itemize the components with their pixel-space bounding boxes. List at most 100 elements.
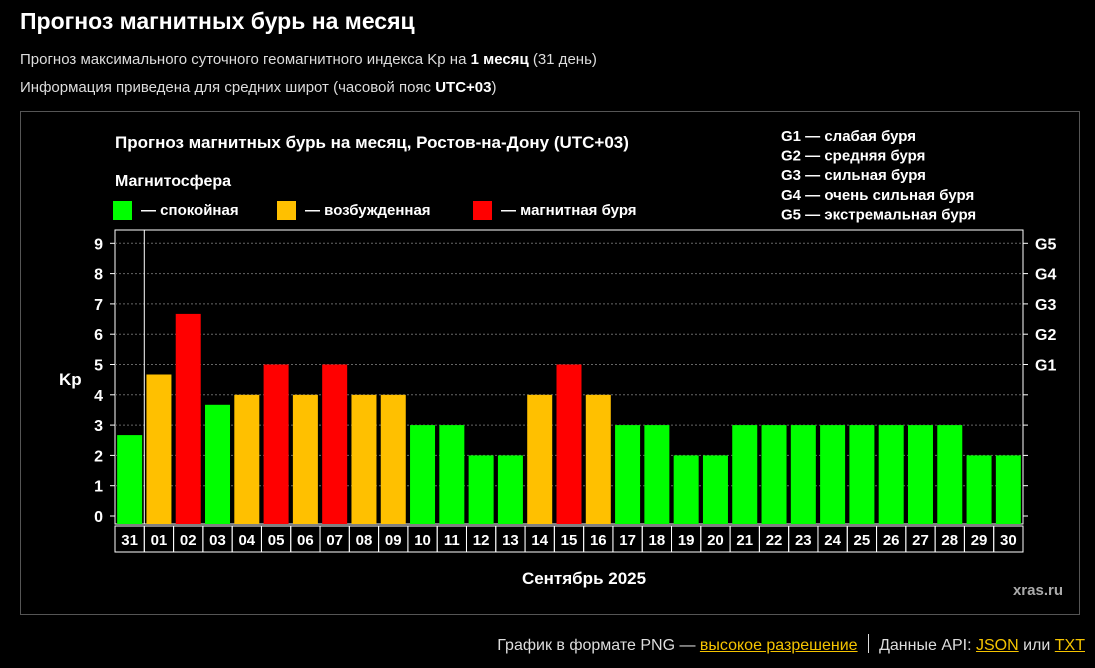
- x-tick-label-15: 15: [561, 532, 578, 549]
- page-title: Прогноз магнитных бурь на месяц: [20, 8, 415, 34]
- bar-07: [322, 364, 348, 524]
- latitude-info-end: ): [491, 79, 497, 96]
- x-tick-label-11: 11: [444, 532, 460, 549]
- g-scale-label-g5: G5: [1035, 236, 1056, 253]
- x-tick-label-13: 13: [502, 532, 519, 549]
- chart-title: Прогноз магнитных бурь на месяц, Ростов-…: [115, 133, 629, 152]
- y-tick-label-3: 3: [94, 418, 103, 435]
- chart-panel: Прогноз магнитных бурь на месяц, Ростов-…: [20, 111, 1080, 615]
- x-tick-label-27: 27: [912, 532, 929, 549]
- x-tick-label-14: 14: [531, 532, 548, 549]
- y-tick-label-6: 6: [94, 327, 103, 344]
- forecast-period: 1 месяц: [470, 51, 529, 68]
- x-tick-label-21: 21: [736, 532, 753, 549]
- legend-title: Магнитосфера: [115, 173, 231, 190]
- bar-19: [673, 455, 699, 524]
- png-format-text: График в формате PNG —: [497, 637, 700, 654]
- g-legend-item-3: G3 — сильная буря: [781, 167, 926, 184]
- g-legend-item-5: G5 — экстремальная буря: [781, 206, 976, 223]
- x-tick-label-10: 10: [414, 532, 431, 549]
- x-tick-label-19: 19: [678, 532, 695, 549]
- x-tick-label-01: 01: [151, 532, 168, 549]
- g-scale-label-g4: G4: [1035, 267, 1056, 284]
- bar-11: [439, 425, 465, 524]
- g-legend-item-1: G1 — слабая буря: [781, 128, 916, 145]
- bar-29: [966, 455, 992, 524]
- x-axis-label: Сентябрь 2025: [522, 569, 646, 588]
- x-tick-label-09: 09: [385, 532, 402, 549]
- y-tick-label-1: 1: [94, 479, 103, 496]
- bar-02: [175, 313, 201, 524]
- bar-14: [527, 394, 553, 524]
- timezone-value: UTC+03: [435, 79, 492, 96]
- api-text: Данные API:: [879, 637, 976, 654]
- x-tick-label-04: 04: [238, 532, 255, 549]
- x-label-box-30: [993, 525, 1024, 553]
- bar-20: [702, 455, 728, 524]
- bar-10: [410, 425, 436, 524]
- bar-16: [585, 394, 611, 524]
- bar-26: [878, 425, 904, 524]
- bar-08: [351, 394, 377, 524]
- bar-25: [849, 425, 875, 524]
- x-tick-label-23: 23: [795, 532, 812, 549]
- x-tick-label-25: 25: [854, 532, 871, 549]
- x-tick-label-08: 08: [356, 532, 373, 549]
- bar-15: [556, 364, 582, 524]
- txt-link[interactable]: TXT: [1054, 637, 1085, 654]
- y-tick-label-2: 2: [94, 448, 103, 465]
- legend-label-2: — возбужденная: [305, 202, 431, 219]
- latitude-info-text: Информация приведена для средних широт (…: [20, 79, 436, 96]
- x-tick-label-29: 29: [971, 532, 988, 549]
- x-tick-label-18: 18: [649, 532, 666, 549]
- x-tick-label-24: 24: [824, 532, 841, 549]
- y-tick-label-7: 7: [94, 297, 103, 314]
- bar-04: [234, 394, 260, 524]
- bar-06: [292, 394, 318, 524]
- x-tick-label-28: 28: [941, 532, 958, 549]
- x-tick-label-31: 31: [121, 532, 138, 549]
- bar-01: [146, 374, 172, 524]
- g-legend-item-2: G2 — средняя буря: [781, 148, 925, 165]
- y-tick-label-4: 4: [94, 388, 103, 405]
- bar-31: [117, 435, 143, 524]
- y-tick-label-0: 0: [94, 509, 103, 526]
- x-tick-label-06: 06: [297, 532, 314, 549]
- high-resolution-link[interactable]: высокое разрешение: [699, 637, 858, 654]
- g-scale-label-g3: G3: [1035, 297, 1056, 314]
- bar-13: [497, 455, 523, 524]
- bar-03: [205, 404, 231, 524]
- bar-12: [468, 455, 494, 524]
- or-text: или: [1018, 637, 1055, 654]
- x-tick-label-07: 07: [326, 532, 343, 549]
- x-tick-label-02: 02: [180, 532, 197, 549]
- legend-swatch-2: [277, 201, 296, 220]
- forecast-description: Прогноз максимального суточного геомагни…: [20, 51, 597, 68]
- bar-23: [790, 425, 816, 524]
- x-tick-label-30: 30: [1000, 532, 1017, 549]
- x-tick-label-17: 17: [619, 532, 636, 549]
- bar-18: [644, 425, 670, 524]
- legend-label-1: — спокойная: [141, 202, 239, 219]
- bar-09: [380, 394, 406, 524]
- kp-chart: Прогноз магнитных бурь на месяц, Ростов-…: [59, 128, 1063, 599]
- footer-divider: [867, 634, 870, 653]
- x-tick-label-03: 03: [209, 532, 226, 549]
- latitude-info: Информация приведена для средних широт (…: [20, 79, 496, 96]
- bar-28: [937, 425, 963, 524]
- bar-30: [995, 455, 1021, 524]
- x-tick-label-05: 05: [268, 532, 285, 549]
- g-scale-label-g2: G2: [1035, 327, 1056, 344]
- y-tick-label-8: 8: [94, 267, 103, 284]
- x-tick-label-16: 16: [590, 532, 607, 549]
- x-tick-label-12: 12: [473, 532, 490, 549]
- json-link[interactable]: JSON: [976, 637, 1019, 654]
- g-scale-label-g1: G1: [1035, 358, 1056, 375]
- footer: График в формате PNG — высокое разрешени…: [497, 634, 1085, 655]
- bar-22: [761, 425, 787, 524]
- forecast-description-text: Прогноз максимального суточного геомагни…: [20, 51, 471, 68]
- bar-27: [907, 425, 933, 524]
- bar-24: [820, 425, 846, 524]
- y-tick-label-5: 5: [94, 358, 103, 375]
- y-tick-label-9: 9: [94, 236, 103, 253]
